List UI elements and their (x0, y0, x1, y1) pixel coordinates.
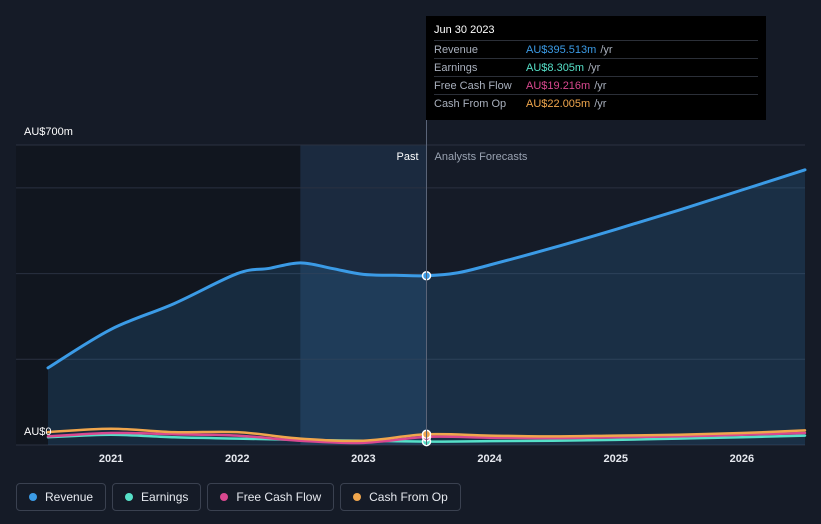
free-cash-flow-dot-icon (220, 493, 229, 501)
legend-label: Cash From Op (369, 490, 448, 504)
highlight-region (300, 145, 427, 445)
tooltip-value: AU$22.005m (526, 97, 591, 110)
tooltip-row-cash-from-op: Cash From Op AU$22.005m /yr (434, 94, 758, 112)
tooltip-unit: /yr (588, 61, 601, 74)
revenue-line (46, 168, 807, 370)
tooltip-label: Earnings (434, 61, 478, 74)
legend-item-revenue[interactable]: Revenue (16, 483, 107, 511)
tooltip-label: Free Cash Flow (434, 79, 512, 92)
legend-item-cash-from-op[interactable]: Cash From Op (340, 483, 461, 511)
x-tick-label: 2026 (730, 453, 754, 465)
cash-from-op-dot-icon (353, 493, 362, 501)
tooltip-row-free-cash-flow: Free Cash Flow AU$19.216m /yr (434, 76, 758, 94)
forecast-label: Analysts Forecasts (435, 151, 528, 163)
legend-label: Earnings (141, 490, 189, 504)
tooltip-unit: /yr (600, 43, 613, 56)
x-tick-label: 2023 (351, 453, 375, 465)
tooltip-date: Jun 30 2023 (434, 24, 495, 36)
legend-label: Free Cash Flow (236, 490, 322, 504)
legend-label: Revenue (45, 490, 94, 504)
tooltip-value: AU$8.305m (526, 61, 585, 74)
past-label: Past (396, 151, 418, 163)
y-axis-top-label: AU$700m (24, 126, 73, 138)
y-axis-bottom-label: AU$0 (24, 426, 52, 438)
x-tick-label: 2022 (225, 453, 249, 465)
tooltip-label: Cash From Op (434, 97, 507, 110)
tooltip: Jun 30 2023 Revenue AU$395.513m /yr Earn… (426, 16, 766, 120)
tooltip-value: AU$19.216m (526, 79, 591, 92)
tooltip-value: AU$395.513m (526, 43, 597, 56)
tooltip-unit: /yr (594, 97, 607, 110)
revenue-dot-icon (29, 493, 37, 501)
legend-item-free-cash-flow[interactable]: Free Cash Flow (207, 483, 335, 511)
tooltip-unit: /yr (594, 79, 607, 92)
legend: Revenue Earnings Free Cash Flow Cash Fro… (16, 483, 461, 511)
x-tick-label: 2024 (477, 453, 502, 465)
earnings-dot-icon (125, 493, 134, 501)
legend-item-earnings[interactable]: Earnings (112, 483, 202, 511)
tooltip-row-revenue: Revenue AU$395.513m /yr (434, 40, 758, 58)
tooltip-label: Revenue (434, 43, 479, 56)
x-tick-label: 2021 (99, 453, 123, 465)
tooltip-row-earnings: Earnings AU$8.305m /yr (434, 58, 758, 76)
x-tick-label: 2025 (604, 453, 628, 465)
